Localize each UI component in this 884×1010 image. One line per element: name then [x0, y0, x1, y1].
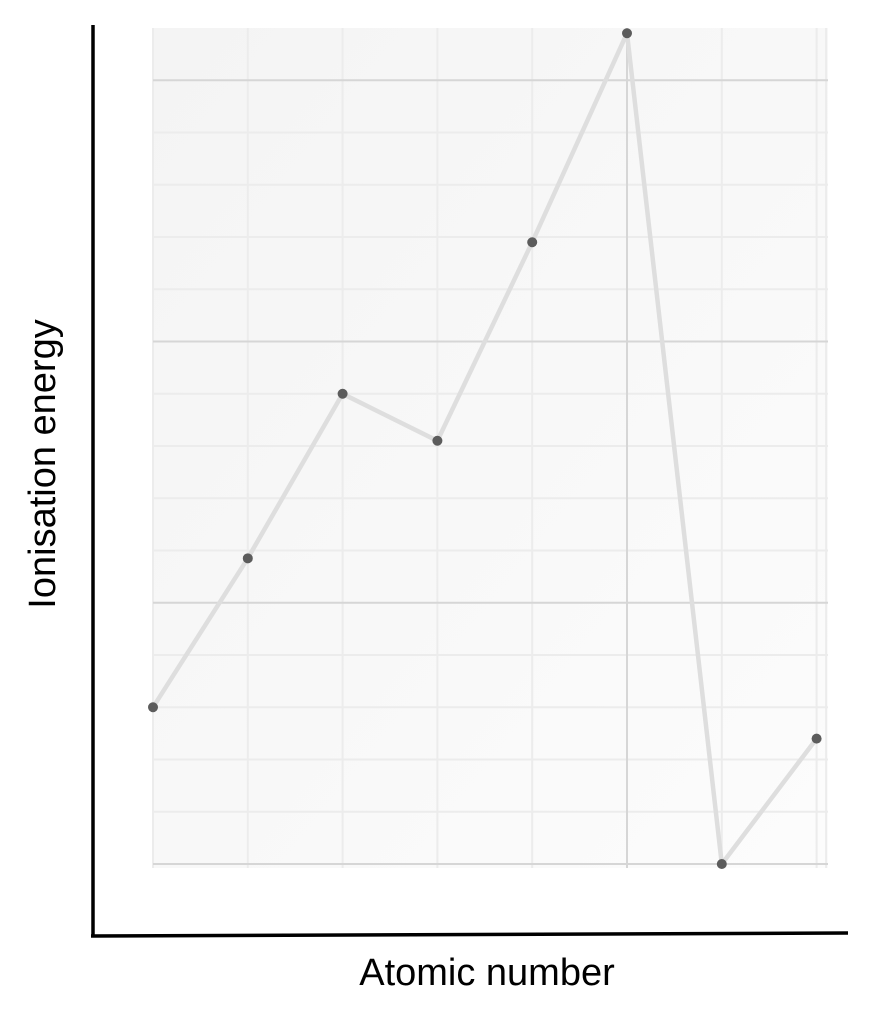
- x-axis-title: Atomic number: [359, 952, 615, 994]
- data-point-4: [432, 435, 443, 446]
- data-point-6: [622, 28, 632, 39]
- minor-gridlines: [152, 28, 828, 868]
- major-gridlines: [153, 28, 828, 868]
- data-point-5: [527, 237, 538, 248]
- plot-background: [153, 28, 828, 868]
- series-layer: [148, 28, 822, 869]
- data-point-1: [148, 702, 158, 713]
- data-point-8: [811, 733, 822, 744]
- data-point-7: [716, 859, 727, 869]
- x-axis-line: [90, 931, 849, 938]
- data-point-3: [337, 388, 348, 399]
- y-axis-title: Ionisation energy: [22, 319, 64, 608]
- series-line: [150, 30, 819, 867]
- data-point-2: [242, 553, 253, 564]
